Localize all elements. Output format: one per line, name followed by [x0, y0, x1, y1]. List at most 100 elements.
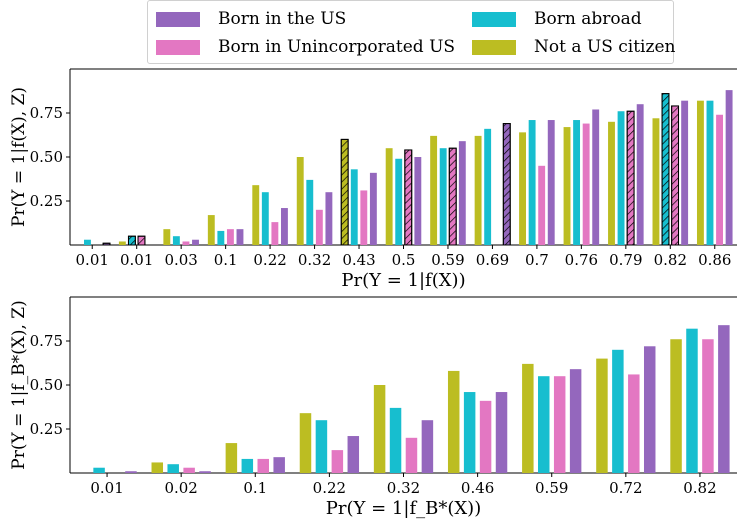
legend-item-born-us: Born in the US: [156, 9, 346, 29]
bar-born-abroad: [439, 148, 447, 245]
bar-born-abroad: [261, 192, 269, 245]
bar-born-abroad: [528, 120, 536, 245]
bar-born-abroad: [706, 100, 714, 246]
bar-born-in-the-us: [325, 192, 333, 245]
bar-born-in-unincorporated-us: [702, 339, 714, 473]
x-tick-label: 0.01: [90, 479, 123, 497]
x-tick-label: 0.02: [164, 479, 197, 497]
bar-born-in-the-us: [592, 109, 600, 245]
x-tick-label: 0.01: [76, 251, 109, 269]
bar-born-in-unincorporated-us: [315, 209, 323, 245]
bar-not-a-us-citizen: [670, 339, 682, 473]
x-tick-label: 0.86: [698, 251, 731, 269]
bar-born-abroad: [463, 392, 476, 473]
bar-born-abroad: [167, 464, 179, 473]
bar-born-in-the-us: [347, 436, 360, 473]
bar-hatch-overlay: [671, 105, 680, 246]
legend-swatch: [156, 11, 200, 27]
bar-born-in-unincorporated-us: [553, 376, 566, 473]
bar-born-abroad: [172, 236, 180, 245]
bar-born-in-unincorporated-us: [183, 467, 195, 473]
bar-not-a-us-citizen: [608, 121, 615, 245]
bar-born-abroad: [686, 328, 698, 473]
bar-born-abroad: [617, 111, 625, 246]
bar-born-abroad: [350, 169, 358, 245]
bar-born-in-unincorporated-us: [182, 241, 190, 245]
legend-item-born-abroad: Born abroad: [472, 9, 642, 29]
bar-hatch-overlay: [626, 110, 635, 246]
bar-born-in-the-us: [636, 104, 644, 245]
x-axis-label: Pr(Y = 1|f_B*(X)): [326, 498, 481, 519]
bar-born-in-unincorporated-us: [582, 123, 590, 245]
bar-hatch-overlay: [661, 93, 670, 246]
bar-not-a-us-citizen: [252, 185, 260, 245]
bar-born-in-unincorporated-us: [716, 114, 723, 245]
x-tick-label: 0.59: [535, 479, 568, 497]
bar-not-a-us-citizen: [207, 215, 215, 245]
bar-not-a-us-citizen: [225, 443, 238, 473]
bar-born-in-unincorporated-us: [331, 450, 344, 473]
legend-swatch: [156, 39, 200, 55]
x-tick-label: 0.5: [392, 251, 416, 269]
bar-not-a-us-citizen: [563, 127, 571, 245]
bar-not-a-us-citizen: [447, 370, 460, 473]
bar-born-in-the-us: [495, 392, 508, 473]
bar-born-in-the-us: [280, 208, 288, 245]
bar-born-in-unincorporated-us: [226, 229, 234, 245]
x-tick-label: 0.7: [525, 251, 549, 269]
bar-hatch-overlay: [340, 138, 349, 246]
bar-born-in-unincorporated-us: [360, 190, 368, 245]
bar-hatch-overlay: [102, 242, 111, 246]
bar-not-a-us-citizen: [118, 241, 126, 245]
bar-born-in-the-us: [192, 239, 199, 245]
x-tick-label: 0.72: [609, 479, 642, 497]
bar-not-a-us-citizen: [430, 135, 438, 245]
x-tick-label: 0.32: [298, 251, 331, 269]
bar-not-a-us-citizen: [385, 148, 393, 245]
bar-hatch-overlay: [127, 235, 136, 246]
bar-born-in-the-us: [725, 90, 733, 246]
bar-born-in-the-us: [273, 457, 285, 473]
bar-hatch-overlay: [404, 149, 413, 246]
bar-hatch-overlay: [448, 147, 457, 246]
bar-born-in-unincorporated-us: [271, 222, 279, 245]
x-tick-label: 0.69: [476, 251, 509, 269]
x-tick-label: 0.79: [609, 251, 642, 269]
bar-born-in-the-us: [421, 420, 434, 473]
bar-born-in-the-us: [643, 346, 656, 473]
bar-not-a-us-citizen: [522, 363, 534, 473]
bar-born-in-the-us: [414, 157, 422, 245]
bar-not-a-us-citizen: [296, 157, 304, 245]
bar-not-a-us-citizen: [474, 135, 482, 245]
bar-not-a-us-citizen: [652, 118, 660, 245]
bar-born-abroad: [93, 467, 105, 473]
bar-born-in-the-us: [681, 100, 689, 246]
bar-born-abroad: [612, 349, 624, 473]
bar-hatch-overlay: [502, 123, 511, 246]
x-axis-label: Pr(Y = 1|f(X)): [341, 270, 465, 291]
legend-label: Not a US citizen: [534, 37, 676, 57]
legend-item-not-citizen: Not a US citizen: [472, 37, 675, 57]
x-tick-label: 0.82: [654, 251, 687, 269]
bar-born-abroad: [84, 239, 91, 245]
bar-born-abroad: [389, 407, 402, 473]
bar-born-abroad: [484, 128, 492, 245]
y-tick-label: 0.75: [30, 332, 63, 350]
x-tick-label: 0.22: [253, 251, 286, 269]
legend-label: Born abroad: [534, 9, 642, 29]
bar-born-abroad: [217, 230, 225, 245]
bar-not-a-us-citizen: [163, 229, 171, 245]
y-tick-label: 0.25: [30, 192, 63, 210]
bar-born-in-unincorporated-us: [479, 400, 492, 473]
x-tick-label: 0.82: [683, 479, 716, 497]
bar-not-a-us-citizen: [373, 385, 386, 473]
legend-swatch: [472, 11, 516, 27]
bar-not-a-us-citizen: [299, 413, 312, 473]
bar-born-abroad: [315, 420, 328, 473]
legend-swatch: [472, 39, 516, 55]
y-tick-label: 0.50: [30, 376, 63, 394]
x-tick-label: 0.22: [313, 479, 346, 497]
bar-not-a-us-citizen: [596, 358, 608, 473]
y-axis-label: Pr(Y = 1|f(X), Z): [9, 87, 29, 227]
bar-born-abroad: [241, 458, 254, 473]
